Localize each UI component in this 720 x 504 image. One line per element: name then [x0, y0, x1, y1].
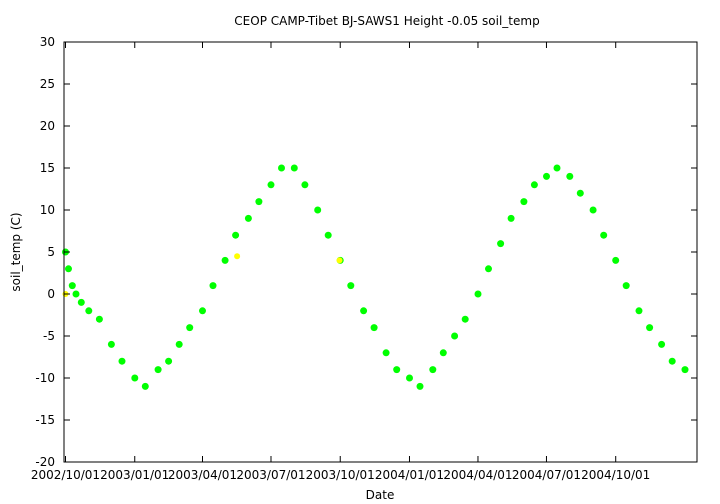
data-point	[370, 324, 378, 332]
data-point	[530, 181, 538, 189]
data-point	[429, 366, 437, 374]
data-point	[141, 382, 149, 390]
y-tick-label: 20	[40, 119, 55, 133]
data-point	[95, 315, 103, 323]
data-point	[646, 324, 654, 332]
x-tick-label: 2003/10/01	[306, 468, 375, 482]
y-tick-label: 10	[40, 203, 55, 217]
data-point	[658, 340, 666, 348]
x-tick-label: 2003/04/01	[168, 468, 237, 482]
y-tick-label: -10	[35, 371, 55, 385]
data-point	[267, 181, 275, 189]
data-point	[507, 214, 515, 222]
data-point	[118, 357, 126, 365]
data-point	[635, 307, 643, 315]
data-point	[72, 290, 80, 298]
y-axis: -20 -15 -10 -5 0 5 10 15 20 25 30	[35, 35, 697, 469]
data-point	[154, 366, 162, 374]
data-point	[324, 231, 332, 239]
series-1	[62, 253, 343, 297]
data-point	[244, 214, 252, 222]
x-tick-label: 2004/07/01	[512, 468, 581, 482]
data-point	[474, 290, 482, 298]
y-tick-label: 25	[40, 77, 55, 91]
data-point	[255, 198, 263, 206]
data-point	[131, 374, 139, 382]
data-point	[497, 240, 505, 248]
y-tick-label: -5	[43, 329, 55, 343]
x-axis-label: Date	[366, 488, 395, 502]
series-0	[62, 164, 689, 390]
data-point	[543, 172, 550, 180]
data-point	[600, 231, 608, 239]
data-point	[622, 282, 630, 290]
x-tick-label: 2003/01/01	[100, 468, 169, 482]
data-point	[175, 340, 183, 348]
data-point	[301, 181, 309, 189]
data-point	[406, 374, 413, 382]
y-axis-label: soil_temp (C)	[9, 212, 23, 291]
y-tick-label: 5	[47, 245, 55, 259]
data-point	[278, 164, 285, 172]
data-point	[461, 315, 469, 323]
y-tick-label: 15	[40, 161, 55, 175]
data-point	[451, 332, 459, 340]
data-point	[520, 198, 528, 206]
x-tick-label: 2002/10/01	[31, 468, 100, 482]
data-point	[199, 307, 206, 315]
data-point	[290, 164, 298, 172]
data-point	[416, 382, 424, 390]
data-point	[589, 206, 597, 214]
data-point	[360, 307, 368, 315]
data-point	[186, 324, 194, 332]
x-tick-label: 2003/07/01	[236, 468, 305, 482]
data-point	[65, 265, 72, 273]
data-point	[221, 256, 229, 264]
data-point	[485, 265, 492, 273]
data-point	[566, 172, 574, 180]
y-tick-label: 0	[47, 287, 55, 301]
data-point	[336, 257, 343, 264]
y-tick-label: -20	[35, 455, 55, 469]
data-point	[668, 357, 676, 365]
data-point	[612, 256, 620, 264]
plot-marks	[62, 164, 689, 390]
data-point	[393, 366, 401, 374]
data-point	[209, 282, 217, 290]
x-tick-label: 2004/10/01	[581, 468, 650, 482]
data-point	[234, 253, 241, 260]
x-tick-label: 2004/04/01	[443, 468, 512, 482]
data-point	[576, 189, 584, 197]
chart-title: CEOP CAMP-Tibet BJ-SAWS1 Height -0.05 so…	[234, 14, 539, 28]
data-point	[85, 307, 93, 315]
plot-frame	[63, 41, 698, 463]
data-point	[314, 206, 322, 214]
y-tick-label: 30	[40, 35, 55, 49]
data-point	[165, 357, 173, 365]
data-point	[107, 340, 115, 348]
data-point	[232, 231, 240, 239]
data-point	[439, 349, 447, 357]
data-point	[68, 282, 76, 290]
data-point	[347, 282, 355, 290]
x-tick-label: 2004/01/01	[375, 468, 444, 482]
data-point	[382, 349, 390, 357]
data-point	[77, 298, 85, 306]
data-point	[553, 164, 561, 172]
data-point	[681, 366, 689, 374]
y-tick-label: -15	[35, 413, 55, 427]
